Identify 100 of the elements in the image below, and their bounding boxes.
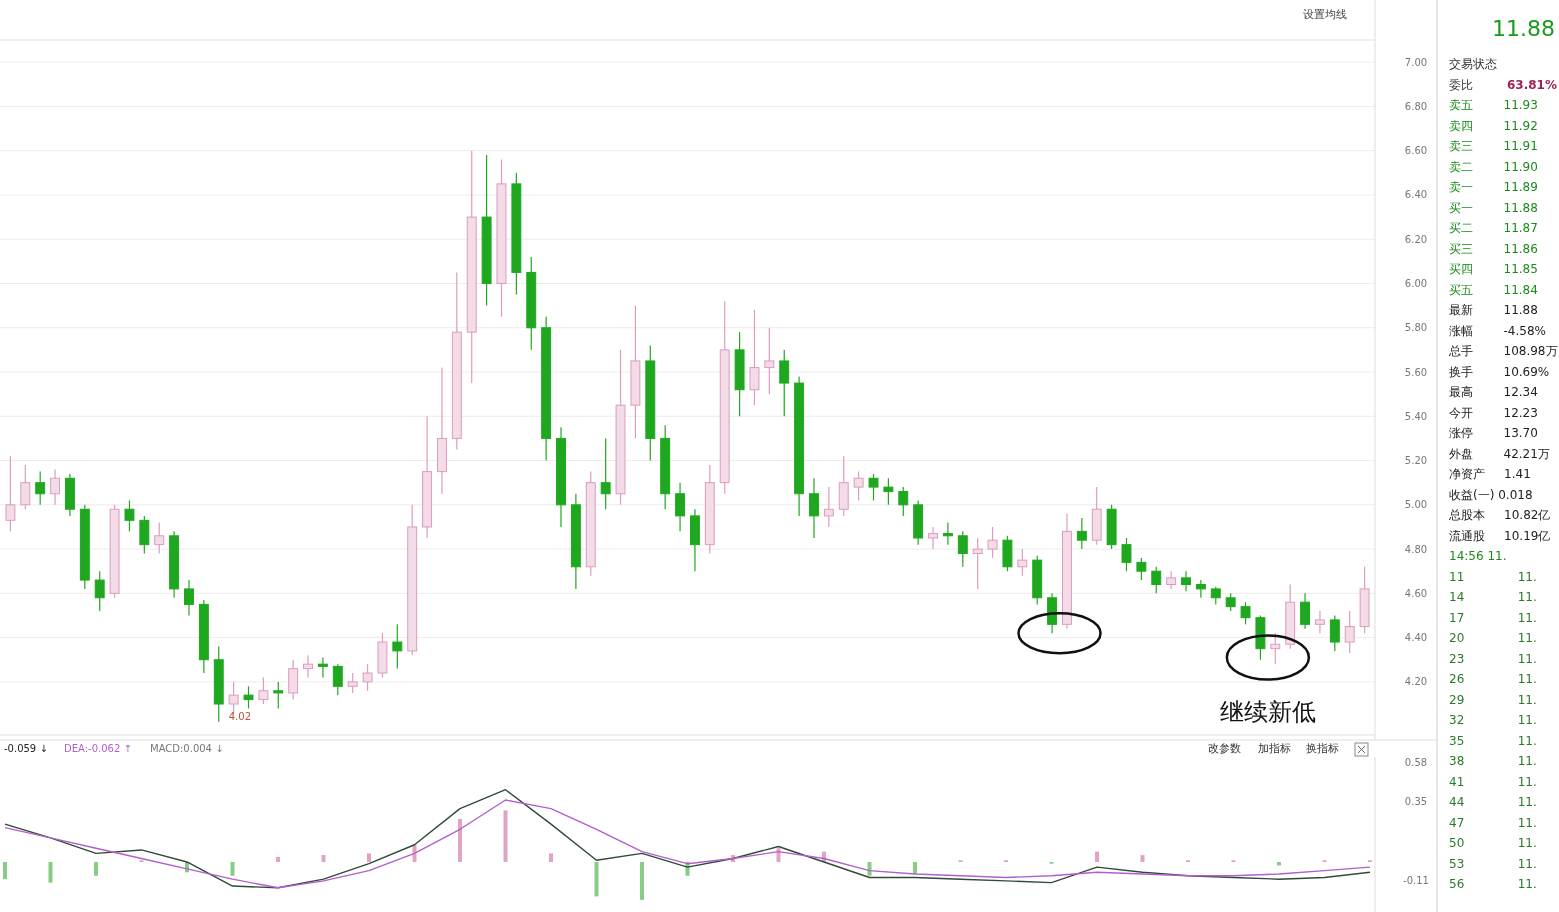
y-tick-label: 6.40 — [1404, 189, 1428, 201]
candlestick — [1329, 614, 1340, 652]
bar — [3, 861, 7, 880]
bar — [776, 848, 781, 862]
text: 卖一 11.89 — [1449, 180, 1538, 194]
text: 委比 63.81% — [1449, 77, 1557, 92]
bar — [94, 861, 98, 876]
candlestick — [1314, 610, 1325, 634]
candlestick — [1136, 557, 1147, 581]
text: 44 11. — [1449, 795, 1537, 809]
text: 换指标 — [1305, 742, 1339, 755]
y-tick-label: 4.60 — [1404, 587, 1428, 599]
candlestick — [749, 309, 760, 406]
y-tick-label: 0.35 — [1404, 796, 1428, 808]
text: 26 11. — [1449, 672, 1537, 686]
candlestick — [957, 530, 968, 568]
text: 设置均线 — [1303, 8, 1347, 21]
text: 29 11. — [1449, 692, 1537, 707]
candlestick — [35, 471, 46, 506]
text: DEA:-0.062 ↑ — [64, 743, 132, 754]
bar — [230, 861, 235, 876]
text: 买三 11.86 — [1449, 241, 1538, 256]
bar — [913, 861, 917, 875]
candlestick — [868, 473, 879, 501]
bar — [276, 856, 280, 862]
text: 涨幅 -4.58% — [1449, 323, 1546, 338]
y-tick-label: 7.00 — [1404, 56, 1428, 68]
bar — [1140, 855, 1145, 862]
bar — [594, 861, 599, 897]
candlestick — [1076, 517, 1087, 550]
text: -0.059 ↓ — [4, 743, 48, 754]
bar — [640, 861, 644, 900]
text: 外盘 42.21万 — [1449, 446, 1550, 461]
candlestick — [392, 623, 403, 670]
y-tick-label: 6.60 — [1404, 145, 1428, 157]
text: 卖二 11.90 — [1449, 159, 1538, 174]
text: 11.88 — [1492, 16, 1555, 41]
bar — [367, 853, 371, 862]
text: 38 11. — [1449, 754, 1537, 768]
candlestick — [928, 526, 938, 550]
text: 23 11. — [1449, 651, 1537, 666]
candlestick — [1151, 566, 1162, 594]
y-tick-label: 4.80 — [1404, 543, 1428, 555]
text: 改参数 — [1207, 742, 1241, 755]
candlestick — [883, 477, 894, 506]
y-tick-label: 5.60 — [1404, 366, 1428, 378]
candlestick — [154, 521, 165, 555]
text: 32 11. — [1449, 713, 1537, 727]
candlestick — [243, 685, 254, 710]
text: 56 11. — [1449, 877, 1537, 891]
candlestick — [362, 663, 373, 692]
text: 卖五 11.93 — [1449, 98, 1538, 112]
text: 买五 11.84 — [1449, 282, 1538, 297]
candlestick — [273, 681, 284, 710]
text: 今开 12.23 — [1449, 405, 1538, 420]
text: 交易状态 — [1449, 57, 1497, 71]
bar — [458, 818, 462, 862]
candlestick — [987, 526, 998, 559]
candlestick — [1270, 632, 1281, 665]
y-tick-label: 4.40 — [1404, 632, 1428, 644]
y-tick-label: 6.00 — [1404, 277, 1428, 289]
text: 收益(一) 0.018 — [1449, 487, 1533, 502]
text: 买一 11.88 — [1449, 200, 1538, 215]
candlestick — [1166, 570, 1177, 590]
text: 14:56 11. — [1449, 549, 1507, 563]
candlestick — [332, 663, 343, 696]
candlestick — [5, 455, 16, 532]
text: 47 11. — [1449, 815, 1537, 830]
y-tick-label: 4.20 — [1404, 676, 1428, 688]
candlestick — [823, 486, 834, 528]
text: 35 11. — [1449, 733, 1537, 748]
candlestick — [898, 486, 909, 517]
y-tick-label: 0.58 — [1404, 756, 1428, 768]
candlestick — [94, 570, 105, 612]
candlestick — [1017, 548, 1028, 577]
text: 50 11. — [1449, 836, 1537, 850]
candlestick — [1240, 601, 1251, 625]
text: 总股本 10.82亿 — [1448, 508, 1551, 522]
candlestick — [972, 537, 983, 590]
text: 换手 10.69% — [1449, 364, 1550, 379]
text: MACD:0.004 ↓ — [150, 743, 224, 754]
text: 最高 12.34 — [1449, 385, 1538, 399]
text: 流通股 10.19亿 — [1449, 528, 1551, 543]
candlestick — [1344, 610, 1355, 654]
y-tick-label: 6.80 — [1404, 100, 1428, 112]
text: 买二 11.87 — [1449, 221, 1538, 235]
text: 买四 11.85 — [1449, 262, 1538, 276]
annotation: 4.02 — [228, 710, 252, 722]
text: 最新 11.88 — [1449, 303, 1538, 317]
candlestick — [50, 468, 61, 506]
text: 涨停 13.70 — [1449, 426, 1538, 440]
y-tick-label: 5.80 — [1404, 322, 1428, 334]
text: 总手 108.98万 — [1448, 344, 1558, 358]
candlestick — [779, 349, 790, 417]
annotation: 继续新低 — [1219, 698, 1316, 726]
text: 11 11. — [1449, 569, 1537, 584]
y-tick-label: -0.11 — [1403, 875, 1429, 887]
candlestick — [124, 499, 135, 532]
text: 卖三 11.91 — [1449, 139, 1538, 153]
candlestick — [1195, 579, 1206, 599]
